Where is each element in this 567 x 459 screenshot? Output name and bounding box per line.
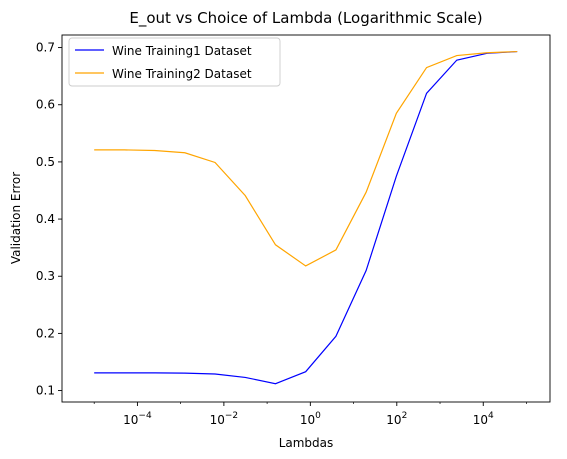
y-tick-label: 0.2 [36, 326, 55, 340]
y-tick-label: 0.3 [36, 269, 55, 283]
x-axis-label: Lambdas [279, 436, 334, 450]
x-axis-ticks: 10−4 10−2 100 102 104 [93, 402, 527, 427]
legend: Wine Training1 Dataset Wine Training2 Da… [68, 37, 281, 87]
legend-box [68, 37, 281, 87]
series-line-1 [94, 50, 518, 385]
series-lines [94, 50, 518, 385]
y-tick-label: 0.7 [36, 41, 55, 55]
x-tick-label: 100 [300, 411, 321, 427]
legend-label-training1: Wine Training1 Dataset [112, 44, 252, 58]
y-tick-label: 0.5 [36, 155, 55, 169]
y-tick-label: 0.1 [36, 384, 55, 398]
chart-title: E_out vs Choice of Lambda (Logarithmic S… [129, 9, 482, 28]
y-tick-label: 0.4 [36, 212, 55, 226]
series-line-2 [94, 50, 518, 267]
x-tick-label: 102 [386, 411, 407, 427]
y-axis-label: Validation Error [9, 172, 23, 264]
x-tick-label: 10−4 [123, 411, 152, 427]
y-axis-ticks: 0.1 0.2 0.3 0.4 0.5 0.6 0.7 [36, 41, 62, 398]
x-tick-label: 104 [473, 411, 494, 427]
plot-frame [61, 34, 551, 403]
y-tick-label: 0.6 [36, 98, 55, 112]
x-tick-label: 10−2 [210, 411, 239, 427]
legend-label-training2: Wine Training2 Dataset [112, 67, 252, 81]
